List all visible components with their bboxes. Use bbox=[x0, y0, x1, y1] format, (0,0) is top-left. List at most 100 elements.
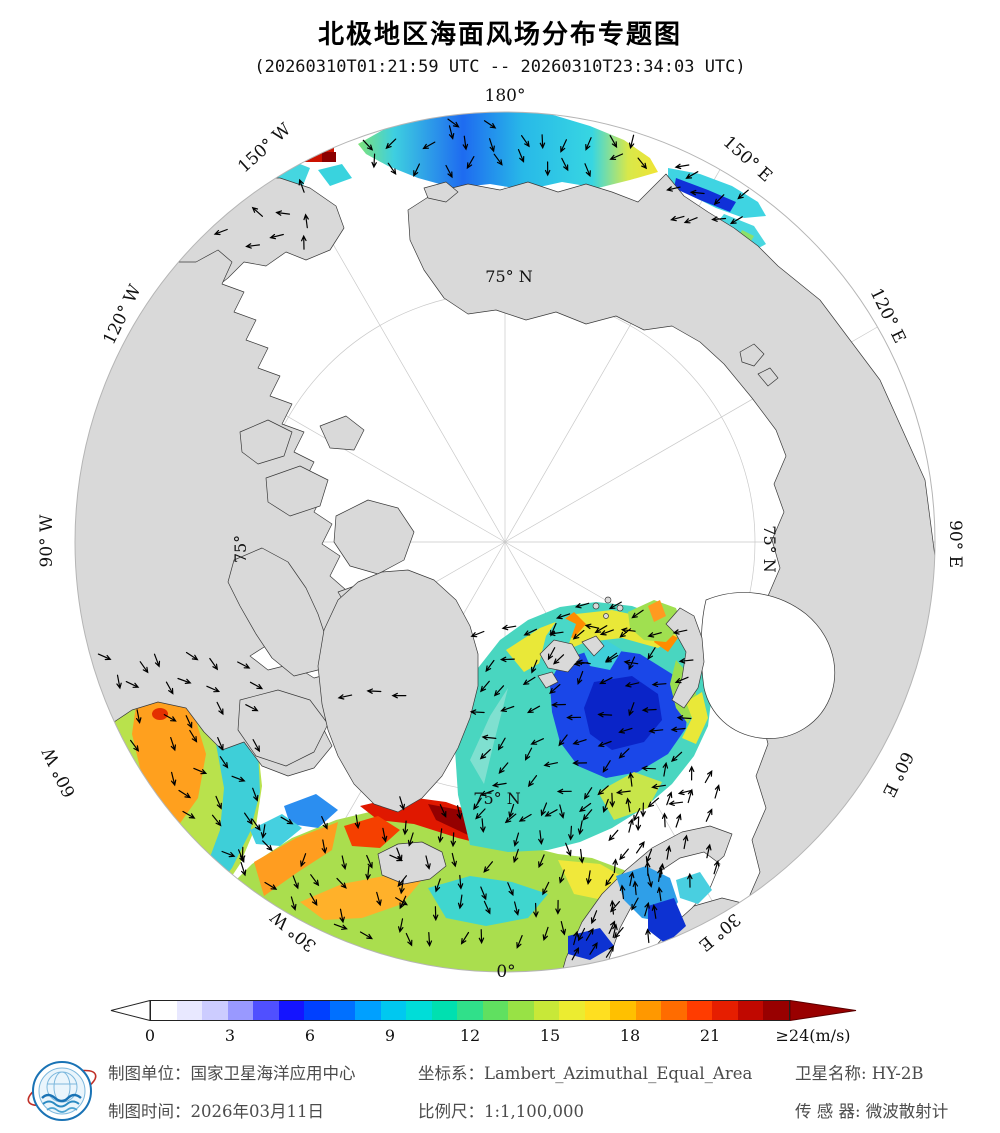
wind-arrow bbox=[262, 840, 273, 852]
wind-arrow bbox=[399, 796, 405, 811]
wind-arrow bbox=[260, 824, 267, 839]
wind-arrow bbox=[683, 217, 698, 224]
wind-arrow bbox=[662, 761, 669, 777]
lat-label-75n-bottom: 75° N bbox=[473, 789, 520, 808]
wind-arrow bbox=[489, 138, 495, 153]
wind-arrow bbox=[445, 164, 453, 179]
colorbar-cell bbox=[686, 1001, 713, 1020]
kara-sea bbox=[700, 592, 836, 739]
wind-arrow bbox=[677, 789, 693, 796]
colorbar-cell bbox=[584, 1001, 611, 1020]
wind-arrow bbox=[651, 681, 667, 688]
wind-arrow bbox=[714, 784, 721, 799]
wind-arrow bbox=[585, 927, 594, 941]
wind-arrow bbox=[674, 676, 689, 684]
wind-arrow bbox=[399, 895, 407, 910]
wind-arrow bbox=[688, 765, 695, 781]
wind-arrow bbox=[604, 652, 618, 662]
wind-arrow bbox=[661, 812, 668, 828]
wind-arrow bbox=[485, 659, 495, 673]
wind-arrow bbox=[608, 920, 616, 934]
wind-arrow bbox=[527, 775, 538, 788]
wind-arrow bbox=[498, 762, 509, 774]
lon-label-90w: 90° W bbox=[37, 514, 57, 568]
wind-arrow bbox=[413, 163, 420, 177]
colorbar-cell bbox=[635, 1001, 662, 1020]
footer-crs: 坐标系：Lambert_Azimuthal_Equal_Area bbox=[418, 1064, 753, 1083]
wind-arrow bbox=[605, 873, 614, 887]
wind-arrow bbox=[584, 623, 600, 630]
wind-arrow bbox=[491, 782, 507, 788]
wind-arrow bbox=[573, 930, 579, 946]
colorbar-max-tick: ≥24(m/s) bbox=[775, 1026, 851, 1045]
wind-arrow bbox=[523, 628, 537, 636]
wind-arrow bbox=[215, 795, 222, 810]
wind-arrow bbox=[737, 189, 749, 200]
footer-time: 制图时间：2026年03月11日 bbox=[108, 1102, 324, 1121]
wind-arrow bbox=[371, 153, 377, 169]
wind-arrow bbox=[337, 694, 353, 700]
wind-arrow bbox=[571, 947, 580, 961]
wind-arrow bbox=[451, 852, 457, 868]
wind-arrow bbox=[280, 816, 294, 825]
colorbar-cell bbox=[380, 1001, 407, 1020]
colorbar-cell bbox=[533, 1001, 560, 1020]
wind-arrow bbox=[647, 797, 660, 808]
wind-arrow bbox=[584, 163, 591, 178]
lon-label-180: 180° bbox=[485, 86, 526, 106]
wind-arrow bbox=[136, 709, 142, 724]
wind-arrow bbox=[542, 926, 549, 941]
lat-label-75n-top: 75° N bbox=[485, 267, 532, 286]
colorbar-left-arrow-icon bbox=[110, 1000, 151, 1021]
wind-arrow bbox=[237, 661, 251, 669]
wind-arrow bbox=[310, 874, 320, 887]
wind-arrow bbox=[538, 854, 545, 869]
colorbar-cell bbox=[610, 1001, 636, 1020]
colorbar-cell bbox=[253, 1001, 279, 1020]
wind-arrow bbox=[538, 830, 544, 845]
wind-arrow bbox=[177, 677, 192, 684]
page-title: 北极地区海面风场分布专题图 bbox=[317, 19, 682, 49]
wind-arrow bbox=[526, 705, 541, 714]
wind-arrow bbox=[620, 627, 636, 633]
wind-arrow bbox=[216, 701, 224, 716]
land-severnaya-zemlya bbox=[739, 343, 765, 367]
colorbar-cell bbox=[151, 1001, 177, 1020]
wind-arrow bbox=[275, 210, 291, 216]
footer-scale: 比例尺：1:1,100,000 bbox=[418, 1102, 585, 1121]
land-severnaya-zemlya-2 bbox=[757, 367, 779, 387]
wind-arrow bbox=[547, 647, 556, 661]
arctic-map: 180° 150° W 150° E 120° W 120° E 90° W 9… bbox=[37, 86, 965, 982]
wind-arrow bbox=[480, 886, 487, 901]
wind-arrow bbox=[522, 676, 536, 686]
wind-arrow bbox=[501, 624, 517, 631]
land-franz-josef-2 bbox=[604, 596, 612, 604]
wind-arrow bbox=[473, 797, 482, 811]
baltic-wind-patches bbox=[568, 866, 712, 960]
colorbar-cell bbox=[355, 1001, 381, 1020]
wind-arrow bbox=[493, 685, 505, 697]
wind-arrow bbox=[540, 802, 548, 817]
wind-arrow bbox=[530, 738, 544, 745]
colorbar-cell bbox=[202, 1001, 228, 1020]
colorbar-tick: 18 bbox=[619, 1026, 641, 1045]
wind-arrow bbox=[269, 233, 284, 240]
wind-arrow bbox=[640, 802, 646, 818]
wind-arrow bbox=[533, 902, 539, 918]
wind-arrow bbox=[670, 726, 686, 733]
land-baffin-island bbox=[227, 547, 329, 677]
wind-arrow bbox=[422, 141, 436, 150]
wind-arrow bbox=[437, 828, 444, 844]
wind-arrow bbox=[645, 928, 651, 944]
wind-arrow bbox=[586, 870, 592, 885]
wind-arrow bbox=[597, 740, 612, 748]
wind-arrow bbox=[647, 632, 662, 638]
wind-arrow bbox=[608, 601, 622, 610]
colorbar-cell bbox=[278, 1001, 305, 1020]
wind-arrow bbox=[366, 854, 373, 869]
wind-arrow bbox=[182, 810, 196, 819]
wind-arrows bbox=[97, 118, 749, 961]
wind-arrow bbox=[670, 751, 683, 763]
wind-arrow bbox=[619, 848, 629, 861]
